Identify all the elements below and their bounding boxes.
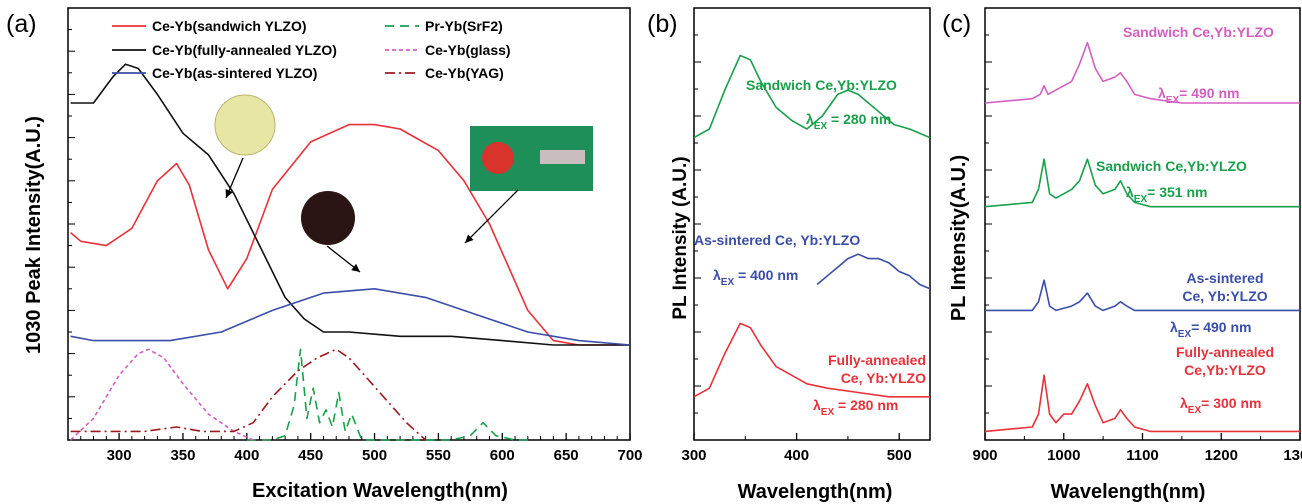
lambda-value: = 490 nm xyxy=(1179,85,1239,101)
inset-photo-yellow-disk xyxy=(214,94,276,156)
annotation-text: Sandwich Ce,Yb:YLZO xyxy=(1123,24,1274,40)
x-tick-label: 600 xyxy=(490,447,515,464)
arrow-head xyxy=(351,263,360,272)
legend-entry: Pr-Yb(SrF2) xyxy=(425,18,503,34)
panel-a: (a) 1030 Peak Intensity(A.U.) Excitation… xyxy=(6,7,643,502)
lambda-symbol: λ xyxy=(713,267,721,283)
x-tick-label: 1300 xyxy=(1283,447,1302,464)
panel-b: (b) PL Intensity (A.U.) Wavelength(nm) 3… xyxy=(647,7,931,503)
legend-entry: Ce-Yb(sandwich YLZO) xyxy=(152,18,307,34)
panel-c-label: (c) xyxy=(942,10,971,38)
annotation-text: As-sintered xyxy=(1186,270,1263,286)
x-tick-label: 1100 xyxy=(1126,447,1159,464)
x-tick-label: 500 xyxy=(362,447,387,464)
annotation-text: Sandwich Ce,Yb:YLZO xyxy=(1096,158,1247,174)
annotation-lambda: λEX= 351 nm xyxy=(1126,184,1207,205)
panel-a-xlabel: Excitation Wavelength(nm) xyxy=(252,480,508,502)
panel-a-ylabel: 1030 Peak Intensity(A.U.) xyxy=(23,116,45,354)
annotation-text: Fully-annealed xyxy=(1176,344,1274,360)
lambda-value: = 400 nm xyxy=(734,267,798,283)
series-line-c-blue xyxy=(985,279,1300,312)
lambda-subscript: EX xyxy=(721,277,735,288)
panel-a-label: (a) xyxy=(6,10,37,38)
panel-c-ylabel: PL Intensity(A.U.) xyxy=(948,155,970,321)
annotation-text: Ce,Yb:YLZO xyxy=(1184,362,1266,378)
lambda-symbol: λ xyxy=(1180,395,1188,411)
inset-photo-dark-disk xyxy=(301,191,355,245)
lambda-value: = 351 nm xyxy=(1147,184,1207,200)
x-tick-label: 1000 xyxy=(1047,447,1080,464)
lambda-subscript: EX xyxy=(821,407,835,418)
x-tick-label: 450 xyxy=(298,447,323,464)
x-tick-label: 900 xyxy=(972,447,997,464)
x-tick-label: 300 xyxy=(107,447,132,464)
lambda-value: = 280 nm xyxy=(827,111,891,127)
annotation-text: As-sintered Ce, Yb:YLZO xyxy=(694,232,860,248)
annotation-text: Fully-annealed xyxy=(828,352,926,368)
series-line-b-blue xyxy=(816,253,931,290)
x-tick-label: 300 xyxy=(681,447,706,464)
series-line-ce-yb-as-sintered-ylzo- xyxy=(70,288,631,346)
panel-b-xlabel: Wavelength(nm) xyxy=(738,481,893,503)
panel-b-ylabel: PL Intensity (A.U.) xyxy=(670,156,691,319)
panel-c: (c) PL Intensity(A.U.) Wavelength(nm) 90… xyxy=(942,7,1302,503)
lambda-subscript: EX xyxy=(1178,329,1192,340)
lambda-subscript: EX xyxy=(1188,405,1202,416)
series-line-c-pink xyxy=(984,41,1300,104)
series-line-b-red xyxy=(693,322,930,398)
lambda-value: = 300 nm xyxy=(1201,395,1261,411)
annotation-lambda: λEX = 280 nm xyxy=(813,397,898,418)
series-line-ce-yb-glass- xyxy=(70,348,254,441)
x-tick-label: 400 xyxy=(234,447,259,464)
panel-c-xlabel: Wavelength(nm) xyxy=(1051,481,1206,503)
lambda-subscript: EX xyxy=(1134,194,1148,205)
legend-entry: Ce-Yb(fully-annealed YLZO) xyxy=(152,42,337,58)
x-tick-label: 1200 xyxy=(1205,447,1238,464)
annotation-lambda: λEX = 400 nm xyxy=(713,267,798,288)
lambda-symbol: λ xyxy=(1170,319,1178,335)
annotation-lambda: λEX= 300 nm xyxy=(1180,395,1261,416)
inset-photo-side-view xyxy=(540,150,585,164)
lambda-symbol: λ xyxy=(813,397,821,413)
inset-photo-red-disk xyxy=(482,142,514,174)
x-tick-label: 700 xyxy=(617,447,642,464)
series-line-ce-yb-yag- xyxy=(70,348,427,441)
annotation-text: Ce, Yb:YLZO xyxy=(841,370,926,386)
lambda-value: = 490 nm xyxy=(1191,319,1251,335)
arrow-head xyxy=(465,234,474,243)
arrow-line xyxy=(464,189,519,244)
annotation-lambda: λEX= 490 nm xyxy=(1170,319,1251,340)
arrow-head xyxy=(225,189,233,198)
lambda-value: = 280 nm xyxy=(834,397,898,413)
legend-entry: Ce-Yb(glass) xyxy=(425,42,511,58)
x-tick-label: 650 xyxy=(554,447,579,464)
lambda-symbol: λ xyxy=(1158,85,1166,101)
annotation-lambda: λEX= 490 nm xyxy=(1158,85,1239,106)
panel-b-label: (b) xyxy=(647,10,678,38)
series-line-ce-yb-fully-annealed-ylzo- xyxy=(70,63,630,346)
x-tick-label: 500 xyxy=(887,447,912,464)
series-line-b-green xyxy=(693,54,931,139)
lambda-symbol: λ xyxy=(806,111,814,127)
lambda-subscript: EX xyxy=(1166,95,1180,106)
lambda-subscript: EX xyxy=(814,121,828,132)
x-tick-label: 350 xyxy=(170,447,195,464)
series-line-c-red xyxy=(984,374,1300,433)
series-line-c-green xyxy=(984,158,1300,208)
annotation-lambda: λEX = 280 nm xyxy=(806,111,891,132)
annotation-text: Sandwich Ce,Yb:YLZO xyxy=(746,77,897,93)
legend-entry: Ce-Yb(as-sintered YLZO) xyxy=(152,65,317,81)
x-tick-label: 550 xyxy=(426,447,451,464)
legend-entry: Ce-Yb(YAG) xyxy=(425,65,504,81)
x-tick-label: 400 xyxy=(784,447,809,464)
series-line-ce-yb-sandwich-ylzo- xyxy=(70,123,630,346)
annotation-text: Ce, Yb:YLZO xyxy=(1182,288,1267,304)
lambda-symbol: λ xyxy=(1126,184,1134,200)
series-line-pr-yb-srf2- xyxy=(246,348,531,441)
